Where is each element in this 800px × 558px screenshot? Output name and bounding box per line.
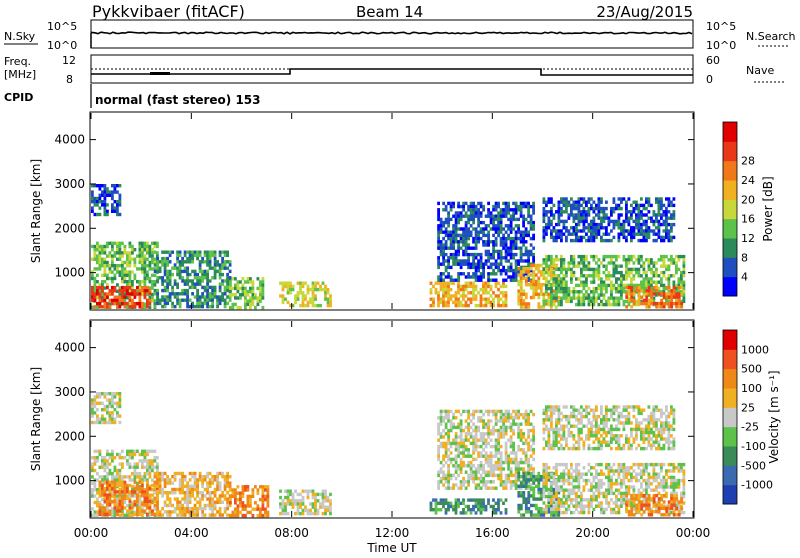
power-y-tick-label: 3000 xyxy=(54,177,85,191)
nave-tick-top: 60 xyxy=(706,54,720,67)
power-colorbar-swatch xyxy=(723,161,737,181)
power-colorbar-label: Power [dB] xyxy=(761,176,775,241)
power-colorbar-tick: 12 xyxy=(741,232,755,245)
velocity-colorbar-tick: 500 xyxy=(741,363,762,376)
power-colorbar-swatch xyxy=(723,180,737,200)
velocity-colorbar-swatch xyxy=(723,349,737,369)
velocity-colorbar-swatch xyxy=(723,388,737,408)
velocity-colorbar-swatch xyxy=(723,369,737,389)
power-echo-region xyxy=(279,282,332,308)
x-tick-label: 12:00 xyxy=(375,526,410,540)
beam-label: Beam 14 xyxy=(356,3,423,21)
power-y-tick-label: 1000 xyxy=(54,266,85,280)
freq-trace xyxy=(91,69,693,75)
velocity-colorbar-tick: -25 xyxy=(741,421,759,434)
x-tick-label: 00:00 xyxy=(74,526,109,540)
velocity-data-layer xyxy=(91,392,685,517)
x-tick-label: 20:00 xyxy=(575,526,610,540)
velocity-y-axis-label: Slant Range [km] xyxy=(29,367,43,471)
power-echo-region xyxy=(437,202,535,282)
velocity-y-tick-label: 3000 xyxy=(54,385,85,399)
velocity-echo-region xyxy=(154,472,232,517)
power-colorbar-tick: 4 xyxy=(741,271,748,284)
velocity-colorbar-swatch xyxy=(723,465,737,485)
power-colorbar-swatch xyxy=(723,238,737,258)
power-colorbar-swatch xyxy=(723,199,737,219)
velocity-y-tick-label: 2000 xyxy=(54,429,85,443)
x-tick-label: 08:00 xyxy=(274,526,309,540)
power-echo-region xyxy=(154,251,232,309)
noise-right-tick-top: 10^5 xyxy=(706,20,736,33)
velocity-colorbar-tick: 25 xyxy=(741,401,755,414)
velocity-echo-region xyxy=(430,498,508,514)
power-echo-region xyxy=(91,286,151,309)
power-colorbar-tick: 16 xyxy=(741,213,755,226)
freq-tick-top: 12 xyxy=(62,54,76,67)
freq-tick-bottom: 8 xyxy=(66,73,73,86)
power-colorbar-swatch xyxy=(723,257,737,277)
power-colorbar-swatch xyxy=(723,122,737,142)
velocity-colorbar-swatch xyxy=(723,427,737,447)
noise-right-tick-bottom: 10^0 xyxy=(706,39,736,52)
velocity-colorbar-tick: -100 xyxy=(741,440,766,453)
power-colorbar-tick: 24 xyxy=(741,174,755,187)
velocity-y-tick-label: 4000 xyxy=(54,341,85,355)
noise-sky-trace xyxy=(91,32,692,34)
noise-left-tick-top: 10^5 xyxy=(47,20,77,33)
cpid-label: CPID xyxy=(4,91,33,104)
power-y-tick-label: 2000 xyxy=(54,221,85,235)
power-colorbar-swatch xyxy=(723,219,737,239)
velocity-echo-region xyxy=(279,490,332,516)
power-data-layer xyxy=(91,184,685,309)
x-tick-label: 04:00 xyxy=(174,526,209,540)
velocity-colorbar-swatch xyxy=(723,485,737,505)
freq-trace-blip xyxy=(150,72,170,75)
power-echo-region xyxy=(91,184,121,216)
cpid-text: normal (fast stereo) 153 xyxy=(95,93,261,107)
velocity-echo-region xyxy=(543,463,686,514)
power-y-axis-label: Slant Range [km] xyxy=(29,159,43,263)
power-colorbar: 4 8 12 16 20 24 28 xyxy=(723,122,755,297)
velocity-echo-region xyxy=(229,485,269,517)
station-title: Pykkvibaer (fitACF) xyxy=(92,2,245,21)
power-colorbar-swatch xyxy=(723,277,737,297)
x-tick-label: 16:00 xyxy=(475,526,510,540)
noise-panel-frame xyxy=(91,20,693,48)
velocity-echo-region xyxy=(91,392,121,424)
velocity-colorbar-tick: -500 xyxy=(741,459,766,472)
velocity-colorbar-swatch xyxy=(723,330,737,350)
power-colorbar-tick: 20 xyxy=(741,193,755,206)
velocity-colorbar-label: Velocity [m s⁻¹] xyxy=(767,370,781,463)
velocity-colorbar-tick: -1000 xyxy=(741,479,773,492)
velocity-colorbar-swatch xyxy=(723,446,737,466)
power-echo-region xyxy=(543,197,676,242)
x-axis-ticks: 00:00 04:00 08:00 12:00 16:00 20:00 00:00 xyxy=(74,113,711,540)
nave-label: Nave xyxy=(746,64,774,77)
nave-tick-bottom: 0 xyxy=(706,73,713,86)
x-axis-label: Time UT xyxy=(366,541,417,554)
velocity-y-tick-label: 1000 xyxy=(54,474,85,488)
velocity-colorbar-swatch xyxy=(723,407,737,427)
power-echo-region xyxy=(229,277,264,309)
power-colorbar-swatch xyxy=(723,141,737,161)
power-y-tick-label: 4000 xyxy=(54,133,85,147)
velocity-colorbar: 1000 500 100 25 -25 -100 -500 -1000 xyxy=(723,330,773,505)
power-echo-region xyxy=(430,282,508,308)
velocity-echo-region xyxy=(543,405,676,450)
power-colorbar-tick: 8 xyxy=(741,251,748,264)
noise-left-label: N.Sky xyxy=(4,30,36,43)
freq-label-line1: Freq. xyxy=(4,55,31,68)
noise-right-label: N.Search xyxy=(746,30,796,43)
velocity-colorbar-tick: 1000 xyxy=(741,343,769,356)
velocity-colorbar-tick: 100 xyxy=(741,382,762,395)
power-colorbar-tick: 28 xyxy=(741,155,755,168)
date-label: 23/Aug/2015 xyxy=(596,3,693,21)
freq-label-line2: [MHz] xyxy=(4,68,36,81)
x-tick-label: 00:00 xyxy=(676,526,711,540)
noise-left-tick-bottom: 10^0 xyxy=(47,39,77,52)
